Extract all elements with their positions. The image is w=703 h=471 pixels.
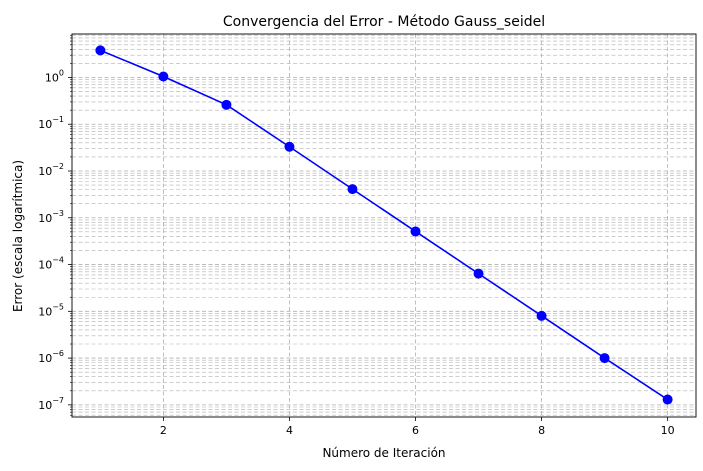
y-tick-label: 10−4: [38, 256, 64, 272]
x-tick-label: 8: [538, 424, 545, 437]
data-point: [158, 71, 169, 82]
data-point: [221, 99, 232, 110]
data-point: [284, 141, 295, 152]
axis-layer: 2 4 6 8 10 10−7 10−6 10−5 10−4 10−3 10−2 10−1 100: [38, 34, 675, 437]
data-point: [473, 268, 484, 279]
chart-title: Convergencia del Error - Método Gauss_se…: [223, 14, 545, 30]
y-tick-label: 10−7: [38, 396, 64, 412]
y-tick-label: 10−3: [38, 209, 64, 225]
y-tick-label: 10−5: [38, 302, 64, 318]
plot-area: [72, 34, 696, 417]
y-axis-label: Error (escala logarítmica): [11, 160, 25, 312]
x-tick-label: 10: [661, 424, 675, 437]
x-tick-label: 6: [412, 424, 419, 437]
series-layer: [95, 45, 673, 405]
x-axis-label: Número de Iteración: [322, 446, 445, 460]
data-point: [410, 226, 421, 237]
y-tick-label: 10−6: [38, 349, 64, 365]
plot-frame: [71, 33, 697, 418]
data-point: [599, 353, 610, 364]
x-tick-label: 2: [160, 424, 167, 437]
y-tick-label: 10−2: [38, 162, 64, 178]
data-point: [536, 310, 547, 321]
y-tick-label: 100: [45, 68, 64, 84]
y-tick-label: 10−1: [38, 115, 64, 131]
series-line: [100, 49, 669, 401]
x-tick-label: 4: [286, 424, 293, 437]
data-point: [662, 394, 673, 405]
data-point: [347, 184, 358, 195]
data-point: [95, 45, 106, 56]
